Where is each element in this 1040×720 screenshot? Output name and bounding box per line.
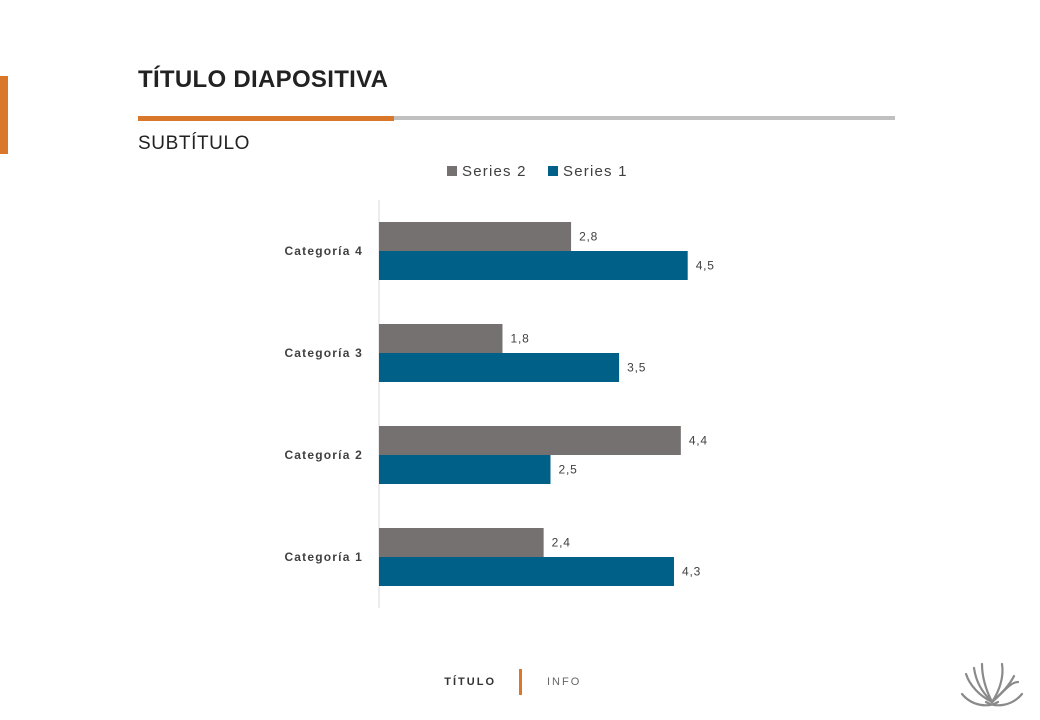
data-label-series-2: 2,4 [552,536,571,550]
data-label-series-2: 1,8 [510,332,529,346]
wheat-emblem-icon [960,662,1024,707]
bar-series-2 [379,528,544,557]
category-label: Categoría 2 [284,448,363,462]
data-label-series-1: 2,5 [559,463,578,477]
bar-series-2 [379,426,681,455]
bar-series-1 [379,557,674,586]
slide-subtitle: SUBTÍTULO [138,133,251,154]
category-label: Categoría 4 [284,244,363,258]
category-label: Categoría 3 [284,346,363,360]
data-label-series-1: 4,5 [696,259,715,273]
bar-series-1 [379,353,620,382]
legend-label: Series 1 [563,163,628,180]
legend-swatch [447,166,457,176]
slide-title: TÍTULO DIAPOSITIVA [138,66,389,93]
legend-swatch [548,166,558,176]
data-label-series-2: 4,4 [689,434,708,448]
data-label-series-2: 2,8 [579,230,598,244]
footer-separator [519,669,522,695]
footer-info: INFO [547,676,582,688]
legend-label: Series 2 [462,163,527,180]
bar-series-2 [379,324,503,353]
category-label: Categoría 1 [284,550,363,564]
title-rule-accent [138,116,394,121]
data-label-series-1: 3,5 [627,361,646,375]
data-label-series-1: 4,3 [682,565,701,579]
bar-series-2 [379,222,572,251]
bar-series-1 [379,251,688,280]
title-rule-gray [394,116,895,120]
side-accent-bar [0,76,8,154]
bar-series-1 [379,455,551,484]
footer-title: TÍTULO [444,676,496,688]
